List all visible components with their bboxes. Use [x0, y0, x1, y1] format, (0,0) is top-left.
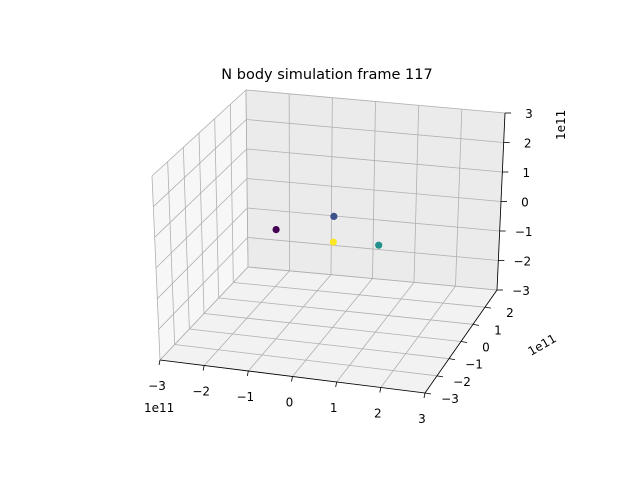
body-point-3 — [330, 239, 337, 246]
z-tick-label: 1 — [522, 166, 530, 180]
x-tick-label: −2 — [192, 385, 210, 399]
x-tick-label: −1 — [236, 390, 254, 404]
z-tick-label: 0 — [521, 196, 529, 210]
z-tick-label: −3 — [512, 284, 530, 298]
y-tick-label: −1 — [465, 358, 483, 372]
z-tick-label: 2 — [524, 137, 532, 151]
y-tick-label: 0 — [482, 341, 490, 355]
z-axis-offset-text: 1e11 — [554, 110, 568, 140]
x-tick-mark — [424, 393, 425, 398]
x-tick-mark — [380, 388, 381, 393]
y-tick-mark — [473, 324, 479, 325]
x-tick-mark — [336, 382, 337, 387]
y-tick-label: 1 — [494, 323, 502, 337]
body-point-4 — [375, 242, 382, 249]
body-point-2 — [330, 213, 337, 220]
axes-panes — [152, 90, 505, 393]
x-tick-label: −3 — [148, 379, 166, 393]
x-axis-offset-text: 1e11 — [144, 401, 174, 415]
x-tick-label: 1 — [330, 401, 338, 415]
x-tick-mark — [159, 360, 160, 365]
y-tick-label: −3 — [441, 392, 459, 406]
body-point-1 — [273, 226, 280, 233]
y-tick-mark — [485, 307, 491, 308]
x-tick-label: 2 — [374, 407, 382, 421]
y-tick-mark — [449, 359, 455, 360]
y-tick-mark — [425, 393, 431, 394]
x-tick-label: 0 — [286, 396, 294, 410]
z-tick-label: −1 — [515, 225, 533, 239]
z-tick-label: −2 — [513, 255, 531, 269]
x-tick-label: 3 — [418, 412, 426, 426]
y-tick-mark — [437, 376, 443, 377]
y-tick-mark — [461, 342, 467, 343]
y-axis-offset-text: 1e11 — [526, 331, 559, 358]
chart-title: N body simulation frame 117 — [221, 67, 432, 83]
x-tick-mark — [292, 377, 293, 382]
x-tick-mark — [203, 366, 204, 371]
y-tick-label: 2 — [506, 306, 514, 320]
x-tick-mark — [247, 371, 248, 376]
z-tick-label: 3 — [525, 107, 533, 121]
y-tick-label: −2 — [453, 375, 471, 389]
